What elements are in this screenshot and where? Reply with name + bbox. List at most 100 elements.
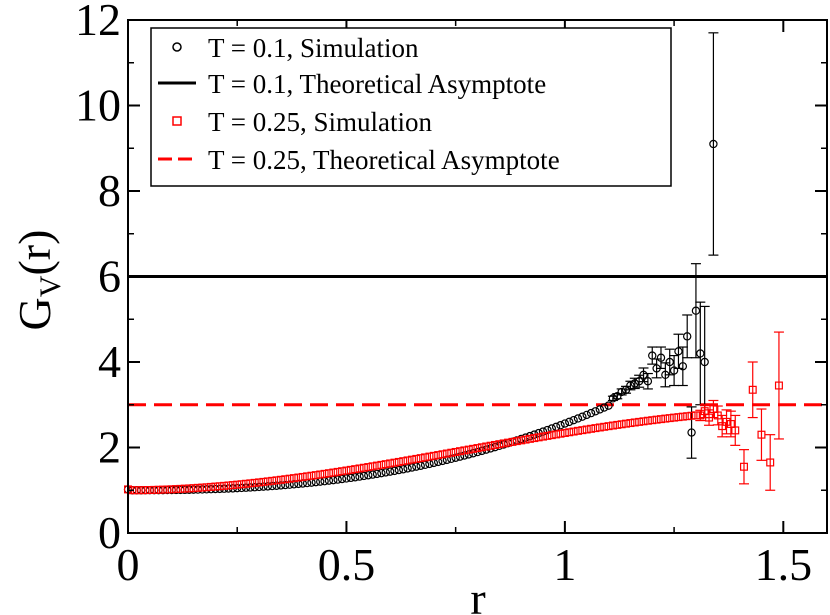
data-point <box>381 460 390 469</box>
data-point <box>377 468 386 478</box>
x-tick-label: 0.5 <box>318 539 376 590</box>
data-point <box>639 417 648 426</box>
data-point <box>774 381 783 390</box>
data-point <box>700 407 709 416</box>
data-point <box>137 486 146 495</box>
data-point <box>403 456 412 465</box>
data-point <box>665 414 674 423</box>
data-point <box>145 486 154 495</box>
y-tick-label: 12 <box>75 0 121 45</box>
data-point <box>425 452 434 461</box>
data-point <box>613 420 622 429</box>
legend-label: T = 0.25, Theoretical Asymptote <box>208 145 560 175</box>
data-point <box>683 412 692 421</box>
data-point <box>565 417 574 427</box>
data-point <box>333 475 342 484</box>
y-tick-label: 2 <box>98 422 121 473</box>
data-point <box>150 485 159 494</box>
data-point <box>364 471 373 480</box>
data-point <box>473 444 482 453</box>
data-point <box>687 411 696 420</box>
data-point <box>700 357 709 367</box>
data-point <box>543 431 552 440</box>
data-point <box>399 457 408 466</box>
data-point <box>407 463 417 472</box>
data-point <box>412 454 421 463</box>
data-point <box>508 437 517 446</box>
data-point <box>757 430 766 439</box>
data-point <box>198 483 207 492</box>
data-point <box>622 419 631 428</box>
data-point <box>687 428 696 437</box>
data-point <box>267 481 277 491</box>
data-point <box>250 478 259 487</box>
legend-marker-square <box>172 116 182 126</box>
data-point <box>678 362 688 371</box>
data-point <box>643 377 653 386</box>
data-point <box>604 422 613 431</box>
data-point <box>399 465 408 474</box>
data-point <box>237 480 246 489</box>
data-point <box>141 486 150 495</box>
data-point <box>543 425 552 435</box>
data-point <box>565 428 574 437</box>
y-axis-label-tail: (r) <box>9 230 60 276</box>
data-point <box>438 450 447 459</box>
x-axis-label: r <box>470 573 485 615</box>
data-point <box>613 392 622 401</box>
data-point <box>407 455 416 464</box>
data-point <box>294 479 303 489</box>
data-point <box>211 482 220 491</box>
data-point <box>477 443 486 452</box>
data-point <box>373 461 382 470</box>
data-point <box>460 451 469 460</box>
plot-content <box>123 32 827 495</box>
data-point <box>482 442 491 451</box>
data-point <box>451 453 460 462</box>
data-point <box>691 306 701 315</box>
y-tick-label: 0 <box>98 507 121 558</box>
data-point <box>670 413 679 422</box>
y-tick-label: 6 <box>98 251 121 302</box>
data-point <box>355 464 364 473</box>
x-tick-label: 1.5 <box>755 539 813 590</box>
data-point <box>691 411 700 420</box>
data-point <box>678 412 687 421</box>
data-point <box>674 413 683 422</box>
data-point <box>289 480 299 489</box>
data-point <box>220 481 229 490</box>
data-point <box>342 474 351 483</box>
data-point <box>394 465 404 475</box>
data-point <box>586 408 596 418</box>
data-point <box>578 426 587 435</box>
data-point <box>338 467 347 476</box>
x-tick-label: 1 <box>553 539 576 590</box>
data-point <box>180 484 189 493</box>
data-point <box>639 370 648 380</box>
data-point <box>342 466 351 475</box>
data-point <box>281 480 290 490</box>
data-point <box>604 401 613 410</box>
data-point <box>329 475 338 485</box>
data-point <box>346 465 355 474</box>
data-point <box>276 475 285 484</box>
data-point <box>661 414 670 423</box>
data-point <box>272 476 281 485</box>
data-point <box>351 465 360 474</box>
data-point <box>394 457 403 466</box>
data-point <box>416 461 425 470</box>
data-point <box>442 449 451 458</box>
data-point <box>403 464 412 473</box>
data-point <box>298 472 307 481</box>
data-point <box>534 433 543 442</box>
data-point <box>600 422 609 431</box>
legend: T = 0.1, Simulation T = 0.1, Theoretical … <box>150 27 672 187</box>
data-point <box>464 445 473 454</box>
data-point <box>464 450 473 459</box>
data-point <box>683 332 692 341</box>
data-point <box>381 468 390 477</box>
data-point <box>294 473 303 482</box>
data-point <box>272 481 281 490</box>
data-point <box>255 478 264 487</box>
